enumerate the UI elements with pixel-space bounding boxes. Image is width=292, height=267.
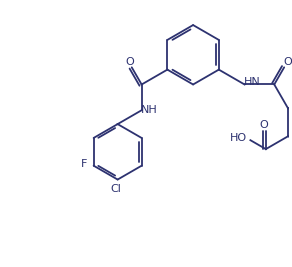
Text: O: O [260, 120, 268, 130]
Text: O: O [125, 57, 134, 67]
Text: HN: HN [244, 77, 261, 87]
Text: NH: NH [141, 105, 158, 115]
Text: Cl: Cl [110, 184, 121, 194]
Text: F: F [81, 159, 87, 169]
Text: O: O [284, 57, 292, 67]
Text: HO: HO [230, 133, 247, 143]
